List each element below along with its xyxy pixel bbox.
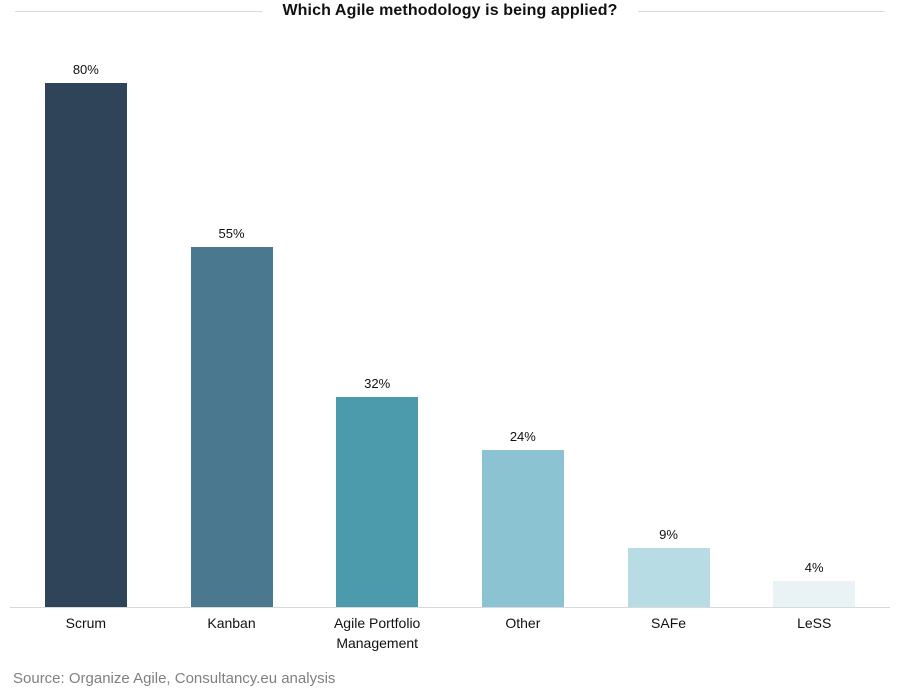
title-rule-right: [637, 10, 886, 12]
bar: [44, 83, 127, 607]
category-label: SAFe: [596, 614, 742, 653]
bar-column: 55%: [159, 226, 305, 607]
chart-header: Which Agile methodology is being applied…: [15, 2, 886, 20]
bar: [336, 397, 419, 607]
title-rule-left: [15, 10, 263, 12]
bar-value-label: 4%: [804, 560, 824, 575]
bar-column: 80%: [13, 62, 159, 607]
category-label-text: Kanban: [207, 615, 256, 631]
chart-title: Which Agile methodology is being applied…: [282, 2, 618, 19]
bar-value-label: 55%: [218, 226, 245, 241]
category-label-text: Agile Portfolio Management: [333, 615, 421, 651]
bar-value-label: 32%: [364, 376, 391, 391]
bar: [190, 247, 273, 607]
bar-column: 32%: [304, 376, 450, 607]
category-label: Other: [450, 614, 596, 653]
bar-column: 24%: [450, 429, 596, 607]
bar-value-label: 80%: [72, 62, 99, 77]
x-axis-line: [10, 607, 890, 608]
bar: [627, 548, 710, 607]
category-label-text: SAFe: [651, 615, 687, 631]
bar: [773, 581, 856, 607]
category-label: LeSS: [741, 614, 887, 653]
plot-area: 80% 55% 32% 24% 9% 4%: [13, 0, 887, 607]
bar-column: 4%: [741, 560, 887, 607]
bar-value-label: 9%: [659, 527, 678, 542]
category-labels-row: Scrum Kanban Agile Portfolio Management Oth…: [13, 614, 887, 653]
category-label: Scrum: [13, 614, 159, 653]
bar-value-label: 24%: [509, 429, 536, 444]
category-label-text: Scrum: [65, 615, 107, 631]
category-label: Kanban: [159, 614, 305, 653]
bar-column: 9%: [596, 527, 742, 607]
source-note: Source: Organize Agile, Consultancy.eu a…: [13, 670, 336, 687]
bar: [481, 450, 564, 607]
category-label-text: Other: [505, 615, 541, 631]
category-label: Agile Portfolio Management: [304, 614, 450, 653]
category-label-text: LeSS: [797, 615, 832, 631]
